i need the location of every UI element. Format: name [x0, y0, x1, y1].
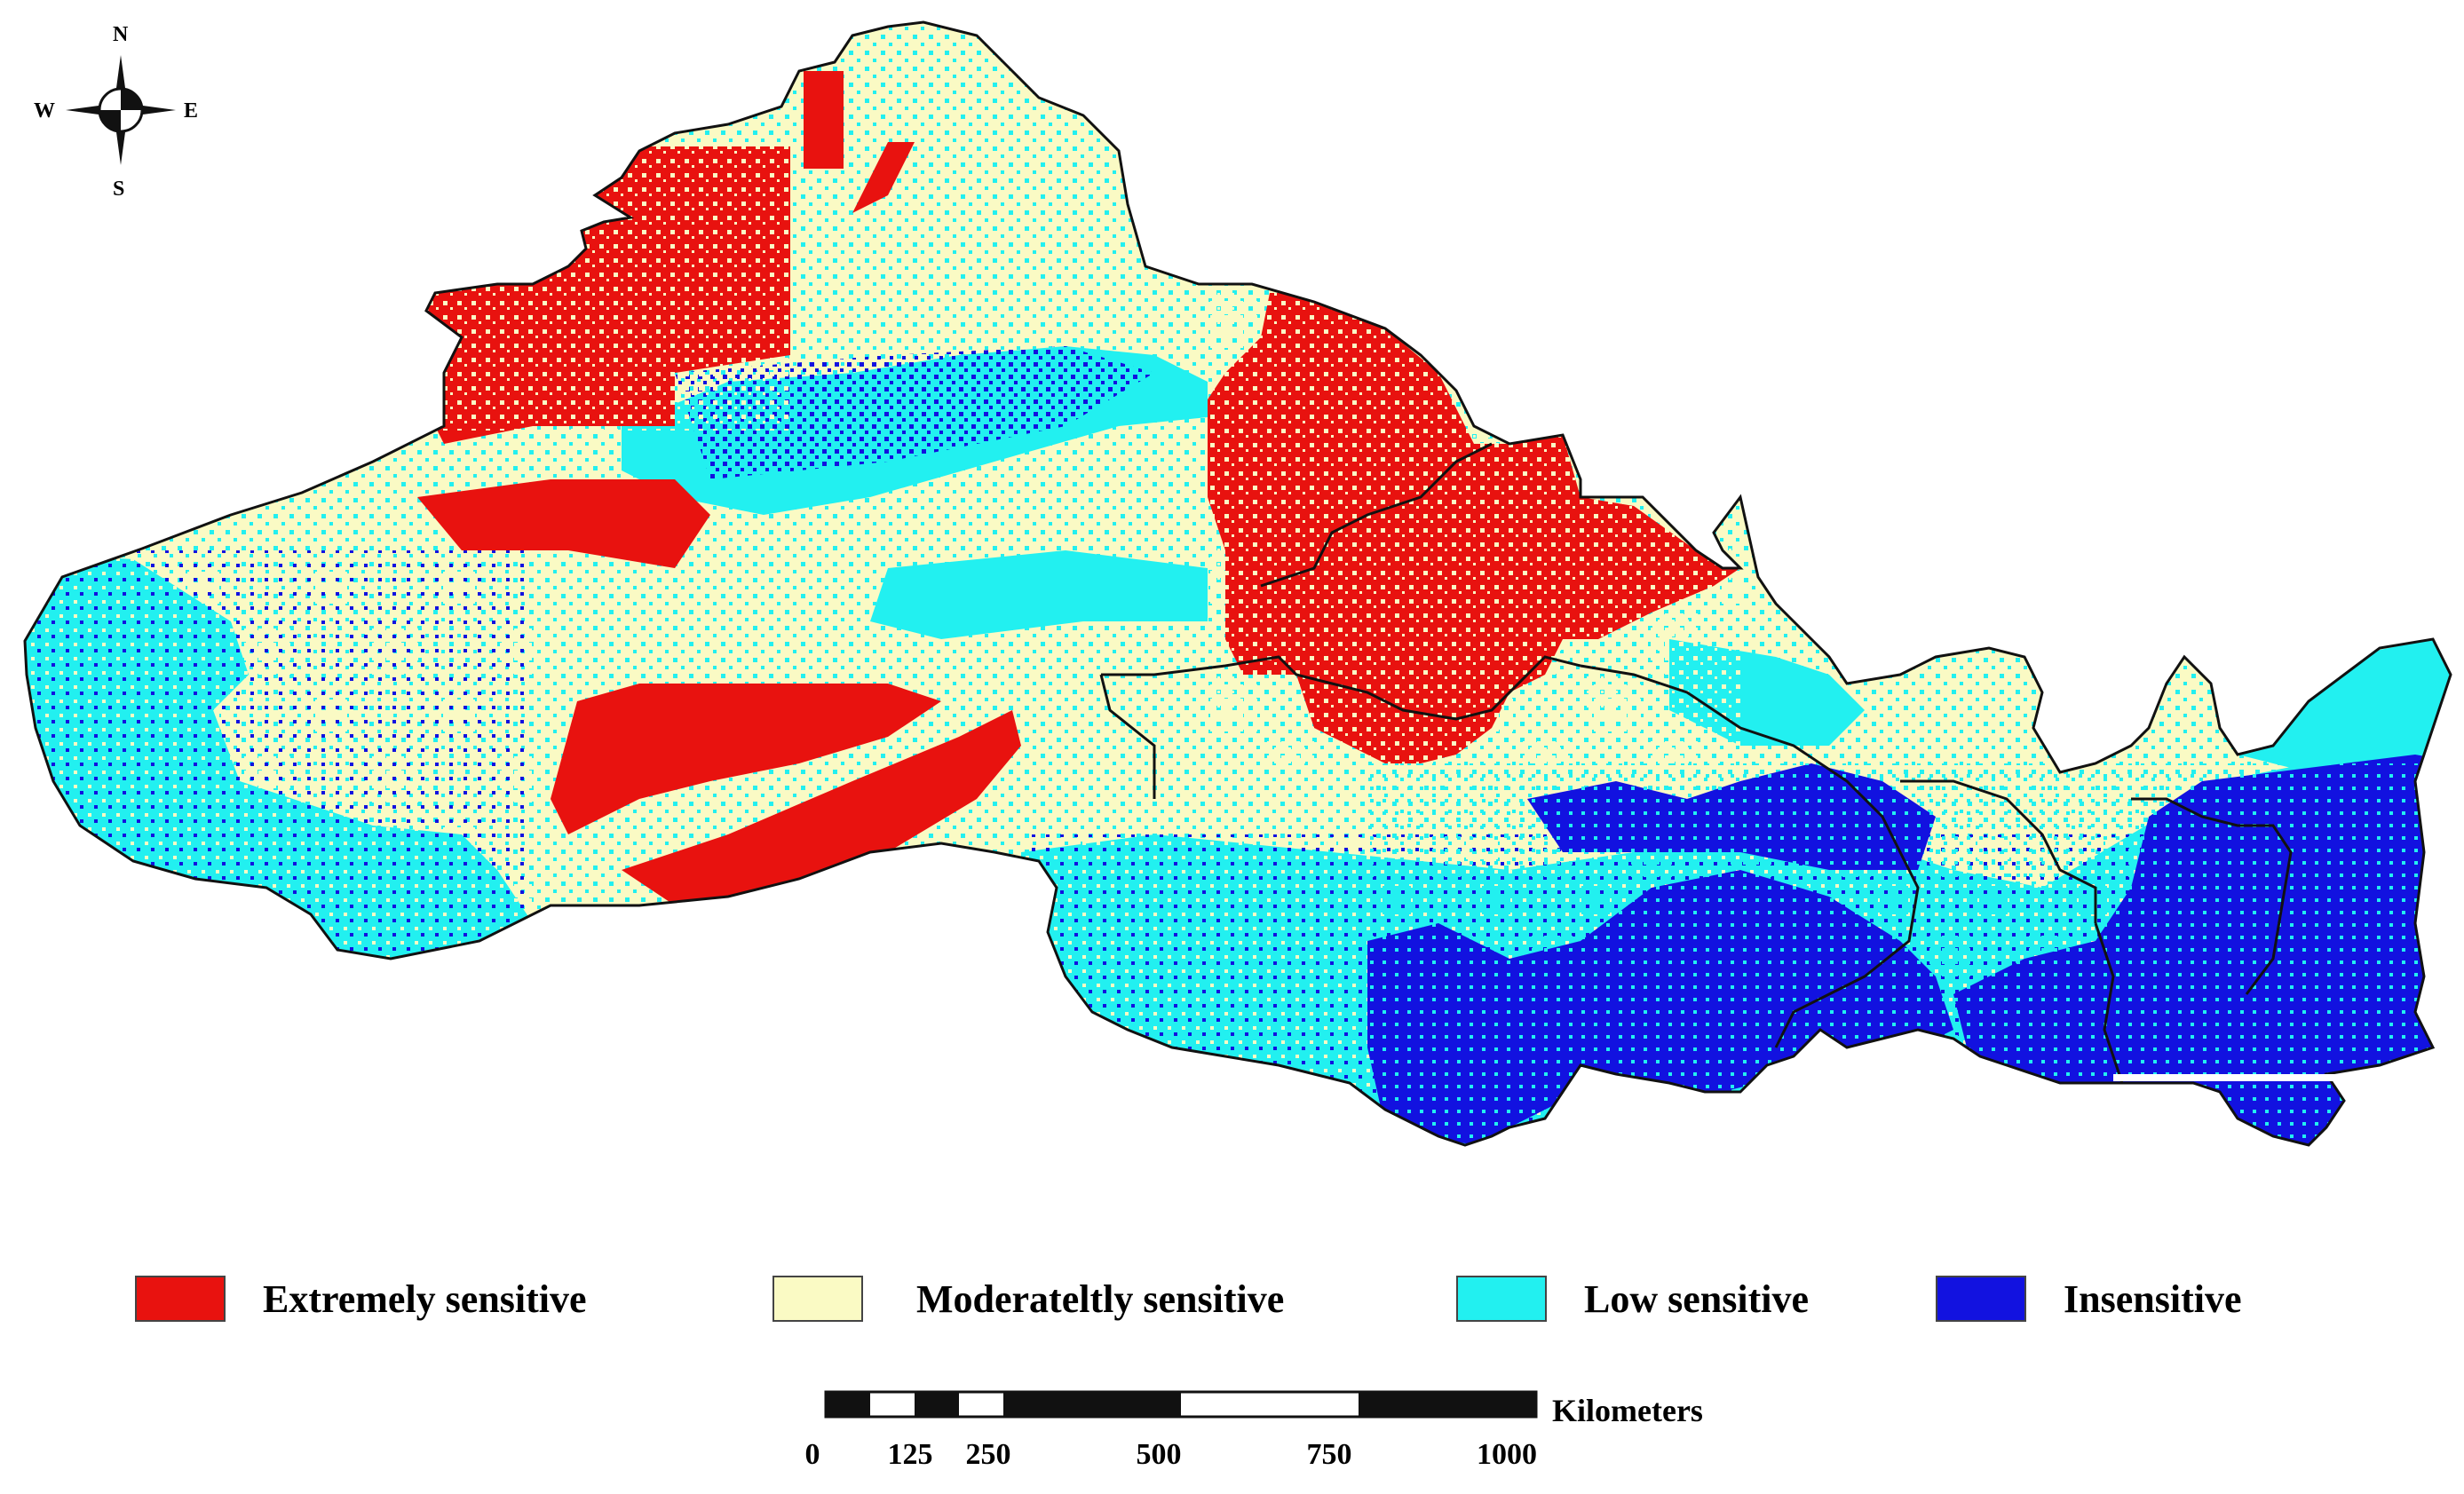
boundary-xinjiang-east — [1101, 655, 1581, 721]
legend-label-low: Low sensitive — [1584, 1277, 1809, 1321]
scale-tick-1000: 1000 — [1477, 1438, 1537, 1471]
legend-label-moderately: Moderateltly sensitive — [916, 1277, 1285, 1321]
boundary-ningxia — [1900, 779, 2097, 923]
boundary-gansu-inner — [1260, 442, 1493, 588]
zone-extreme-east-dots — [1208, 293, 1740, 763]
zone-insensitive-dots — [1367, 763, 2451, 1145]
scale-seg-1 — [826, 1392, 870, 1417]
legend-swatch-low — [1456, 1276, 1547, 1322]
scale-seg-3 — [915, 1392, 959, 1417]
compass-center-quadrant-b — [99, 110, 121, 131]
zone-low-dots-west — [25, 550, 533, 976]
zone-low-ridge-mid — [870, 550, 1208, 639]
scale-tick-500: 500 — [1136, 1438, 1182, 1471]
zone-extreme-southwest — [551, 684, 941, 834]
zone-blue-speckle-ridge — [675, 346, 1154, 479]
compass-label-east: E — [184, 99, 199, 123]
compass-label-south: S — [113, 178, 125, 201]
compass-label-north: N — [113, 23, 129, 46]
scale-seg-5 — [1003, 1392, 1181, 1417]
legend-label-insensitive: Insensitive — [2064, 1277, 2242, 1321]
scale-tick-750: 750 — [1306, 1438, 1352, 1471]
scale-seg-7 — [1359, 1392, 1536, 1417]
province-boundaries — [1099, 442, 2293, 1084]
region-outline — [23, 20, 2452, 1147]
zone-low-far-east — [2238, 639, 2451, 781]
zone-extreme-nw-dots — [426, 146, 790, 431]
zone-extreme-north-slash — [852, 142, 915, 213]
compass-rose — [66, 55, 176, 165]
boundary-qinghai-east — [1580, 664, 1920, 1048]
legend: Extremely sensitive Moderateltly sensiti… — [0, 1268, 2464, 1330]
boundary-qinghai-north — [1099, 674, 1156, 799]
legend-swatch-moderately — [772, 1276, 863, 1322]
zone-extreme-north-strip — [804, 71, 844, 169]
boundary-shanxi-west — [2131, 797, 2293, 995]
scale-unit-label: Kilometers — [1552, 1393, 1703, 1428]
legend-item-insensitive: Insensitive — [1936, 1268, 2241, 1330]
zone-extreme-west-mid — [417, 479, 710, 568]
scale-tick-125: 125 — [887, 1438, 933, 1471]
scale-tick-0: 0 — [804, 1438, 820, 1471]
boundary-shaanxi — [2094, 922, 2124, 1084]
legend-item-moderately: Moderateltly sensitive — [772, 1268, 1284, 1330]
legend-item-extremely: Extremely sensitive — [135, 1268, 587, 1330]
legend-swatch-extremely — [135, 1276, 226, 1322]
scale-tick-250: 250 — [965, 1438, 1011, 1471]
zone-extreme-south-band — [622, 710, 1021, 905]
compass-label-west: W — [34, 99, 55, 123]
legend-item-low: Low sensitive — [1456, 1268, 1809, 1330]
scale-bar — [824, 1390, 1538, 1419]
map-gap-line — [2113, 1074, 2371, 1081]
legend-label-extremely: Extremely sensitive — [263, 1277, 587, 1321]
legend-swatch-insensitive — [1936, 1276, 2026, 1322]
compass-center-quadrant-a — [121, 89, 142, 110]
